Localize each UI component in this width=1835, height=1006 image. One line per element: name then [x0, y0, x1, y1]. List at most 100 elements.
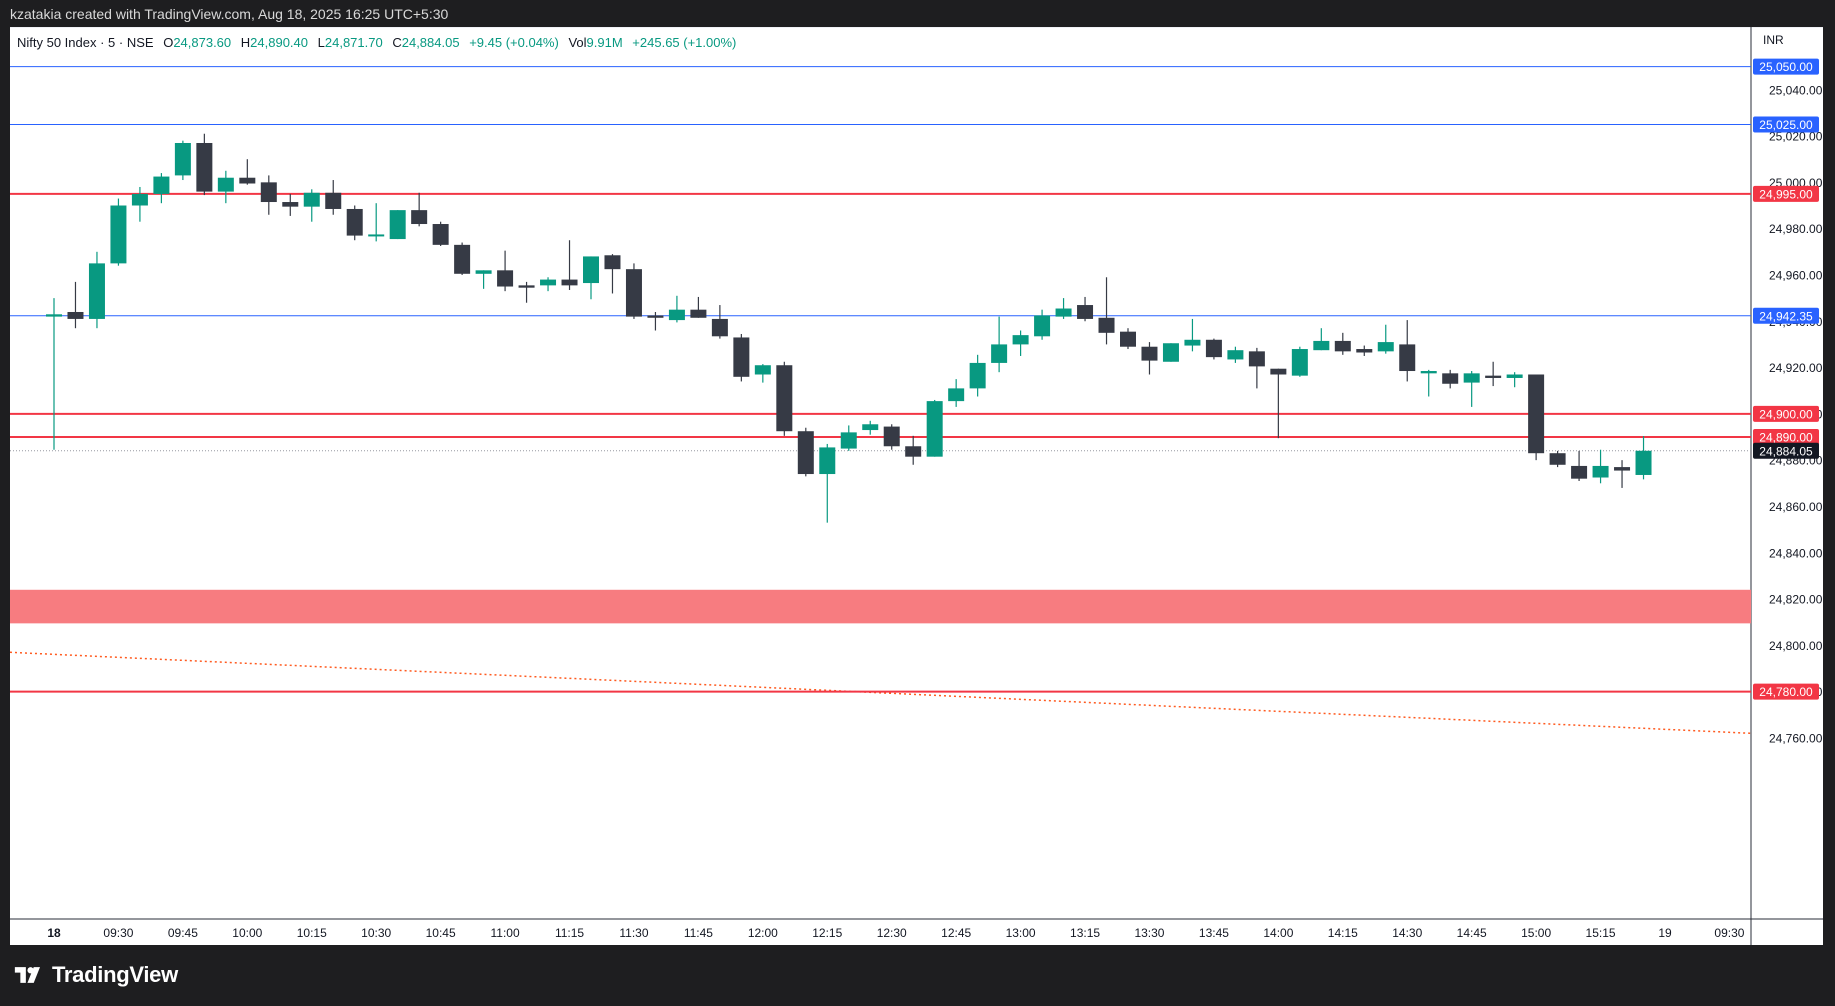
time-tick-label: 14:30: [1392, 926, 1422, 940]
price-tick-label: 24,860.00: [1769, 500, 1823, 514]
time-tick-label: 12:15: [812, 926, 842, 940]
price-tick-label: 25,040.00: [1769, 83, 1823, 97]
time-tick-label: 15:00: [1521, 926, 1551, 940]
candle-body: [174, 142, 191, 176]
candle-body: [991, 344, 1008, 363]
time-tick-label: 12:30: [877, 926, 907, 940]
chart-frame[interactable]: 24,760.00 24,780.00 24,800.00 24,820.00 24,8…: [10, 27, 1823, 945]
level-price-tag-bg: [1753, 405, 1819, 422]
tradingview-logo-icon: [14, 967, 40, 983]
candlestick-chart[interactable]: 24,760.00 24,780.00 24,800.00 24,820.00 24,8…: [10, 27, 1823, 945]
time-tick-label: 14:45: [1457, 926, 1487, 940]
level-price-tag-bg: [1753, 185, 1819, 202]
close-value: 24,884.05: [401, 35, 460, 50]
candle-body: [1377, 342, 1394, 352]
candle-body: [583, 256, 599, 284]
candle-body: [1635, 450, 1652, 475]
candle-body: [1313, 340, 1330, 351]
price-tick-label: 24,960.00: [1769, 268, 1823, 282]
time-tick-label: 11:00: [491, 926, 520, 940]
level-price-tag-bg: [1753, 429, 1819, 445]
time-tick-label: 13:00: [1006, 926, 1036, 940]
candle-body: [905, 446, 922, 457]
candle-body: [196, 142, 213, 192]
symbol-label[interactable]: Nifty 50 Index · 5 · NSE: [17, 35, 154, 50]
candle-body: [862, 424, 879, 431]
candle-body: [1528, 374, 1545, 454]
change-value: +9.45 (+0.04%): [469, 35, 559, 50]
volume-change-value: +245.65 (+1.00%): [632, 35, 737, 50]
price-tick-label: 24,980.00: [1769, 222, 1823, 236]
open-value: 24,873.60: [173, 35, 232, 50]
candle-body: [282, 202, 299, 207]
candle-body: [561, 279, 578, 286]
time-tick-label: 10:30: [361, 926, 391, 940]
candle-body: [1205, 339, 1222, 358]
price-tick-label: 24,800.00: [1769, 639, 1823, 653]
candle-body: [1034, 315, 1051, 337]
candle-body: [1055, 308, 1072, 317]
candle-body: [239, 177, 256, 184]
candle-body: [647, 315, 664, 318]
time-tick-label: 15:15: [1586, 926, 1616, 940]
time-tick-label: 19: [1658, 926, 1672, 940]
candle-body: [1270, 368, 1287, 375]
candle-body: [1571, 465, 1588, 479]
level-price-tag-bg: [1753, 58, 1819, 75]
candle-body: [411, 210, 428, 225]
time-tick-label: 14:00: [1263, 926, 1293, 940]
time-tick-label: 10:00: [232, 926, 262, 940]
candle-body: [1012, 335, 1029, 345]
candle-body: [389, 210, 406, 240]
price-tick-label: 24,920.00: [1769, 361, 1823, 375]
candle-body: [969, 362, 986, 389]
candle-body: [948, 388, 965, 402]
candle-body: [368, 234, 385, 237]
tradingview-wordmark: TradingView: [52, 962, 178, 987]
candle-body: [604, 255, 621, 270]
candle-body: [625, 269, 642, 317]
time-tick-label: 10:15: [297, 926, 327, 940]
candle-body: [1506, 374, 1523, 378]
candle-body: [1592, 465, 1609, 478]
high-label: H: [240, 35, 251, 50]
candle-body: [1356, 349, 1373, 353]
candle-body: [733, 337, 750, 377]
candle-body: [711, 318, 728, 337]
support-zone: [10, 589, 1751, 624]
chart-caption: kzatakia created with TradingView.com, A…: [10, 6, 449, 22]
level-price-tag-bg: [1753, 307, 1819, 324]
low-value: 24,871.70: [324, 35, 383, 50]
candle-body: [819, 447, 836, 475]
time-tick-label: 13:15: [1070, 926, 1100, 940]
currency-label: INR: [1763, 33, 1784, 47]
candle-body: [776, 365, 793, 432]
level-price-tag: 24,995.00: [1759, 187, 1813, 201]
candle-body: [1549, 453, 1566, 465]
candle-body: [497, 270, 514, 287]
candle-body: [1098, 317, 1115, 333]
candle-body: [1334, 340, 1351, 352]
close-label: C: [392, 35, 402, 50]
open-label: O: [163, 35, 174, 50]
candle-body: [1442, 373, 1459, 384]
tradingview-logo[interactable]: TradingView: [12, 962, 178, 988]
time-tick-label: 09:30: [103, 926, 133, 940]
time-tick-label: 18: [47, 926, 61, 940]
trendline: [10, 651, 1752, 735]
time-tick-label: 14:15: [1328, 926, 1358, 940]
candle-body: [1120, 331, 1136, 347]
last-price-tag-bg: [1753, 442, 1819, 459]
price-tick-label: 24,760.00: [1769, 731, 1823, 745]
candle-body: [153, 176, 170, 194]
level-price-tag-bg: [1753, 683, 1819, 700]
candle-body: [131, 193, 148, 206]
level-price-tag: 24,942.35: [1759, 309, 1813, 323]
candle-body: [1162, 343, 1179, 362]
candle-body: [88, 263, 105, 319]
candle-body: [1399, 344, 1416, 372]
volume-value: 9.91M: [586, 35, 623, 50]
time-tick-label: 10:45: [426, 926, 456, 940]
time-tick-label: 11:30: [619, 926, 648, 940]
level-price-tag: 25,025.00: [1759, 118, 1813, 132]
